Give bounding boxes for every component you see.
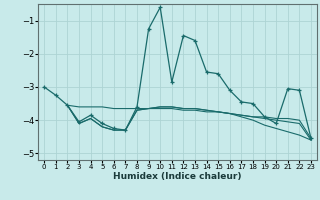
X-axis label: Humidex (Indice chaleur): Humidex (Indice chaleur) [113, 172, 242, 181]
